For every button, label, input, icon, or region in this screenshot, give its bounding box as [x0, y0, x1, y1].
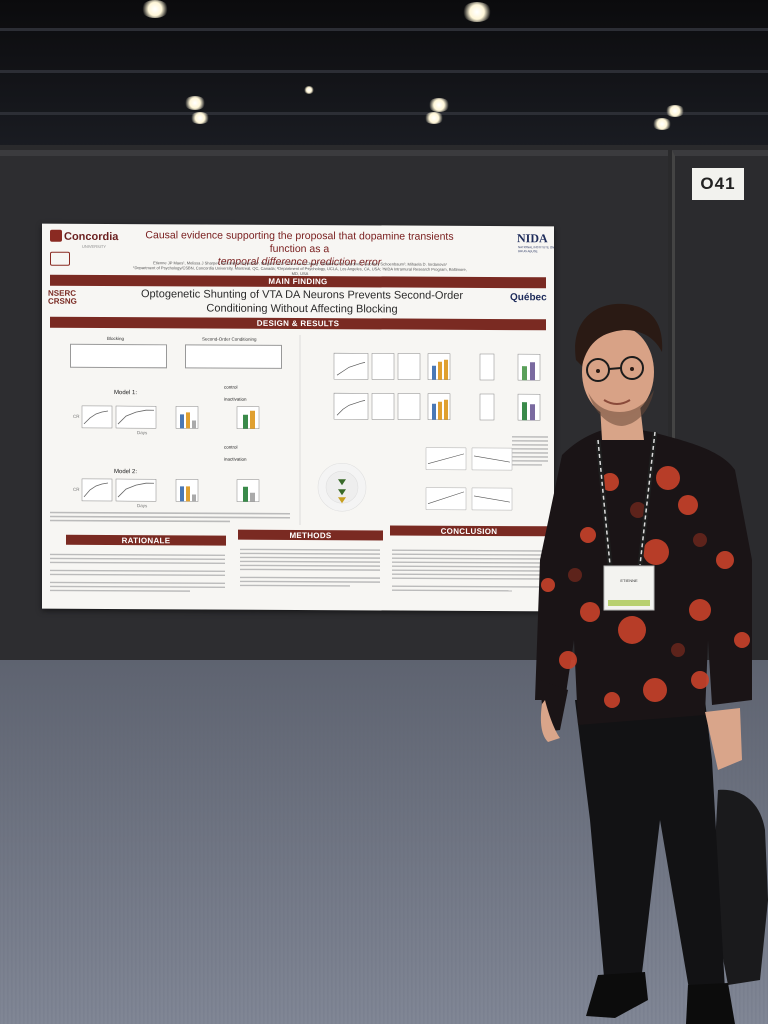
model2-learning-plot — [81, 478, 157, 502]
ceiling — [0, 0, 768, 150]
model2-bar-plot — [175, 479, 260, 503]
ceiling-light — [184, 96, 206, 110]
badge-name: ETIENNE — [620, 578, 638, 583]
results-plots-right — [317, 352, 541, 512]
research-poster: Concordia UNIVERSITY Causal evidence sup… — [42, 223, 554, 612]
right-hand — [705, 708, 742, 770]
ceiling-light — [141, 0, 169, 18]
booth-number-sign: O41 — [692, 168, 744, 200]
badge-stripe — [608, 600, 650, 606]
ceiling-light — [428, 98, 450, 112]
ceiling-light — [665, 105, 685, 117]
left-eye — [596, 369, 600, 373]
left-hand — [540, 700, 560, 742]
ceiling-light — [462, 2, 492, 22]
face — [582, 326, 654, 418]
glasses-left-lens — [586, 358, 610, 382]
trousers — [575, 700, 725, 995]
right-shoe — [686, 983, 735, 1024]
poster-figures — [50, 335, 548, 592]
model1-bar-plot — [175, 406, 260, 430]
left-shoe — [586, 972, 648, 1018]
shirt-flower-pattern — [541, 466, 750, 708]
shirt-flower-shadow — [568, 502, 707, 657]
ceiling-truss — [0, 28, 768, 31]
model1-learning-plot — [81, 405, 157, 429]
ceiling-light — [652, 118, 672, 130]
ceiling-light — [190, 112, 210, 124]
beard — [588, 390, 654, 426]
glasses-bridge — [608, 367, 622, 370]
smile — [603, 399, 631, 405]
lanyard-stitch — [597, 431, 656, 566]
poster-text-lines — [50, 436, 548, 592]
backpack — [712, 789, 768, 985]
ceiling-truss — [0, 70, 768, 73]
ceiling-light — [304, 86, 314, 94]
ceiling-light — [424, 112, 444, 124]
hair — [575, 303, 663, 366]
ceiling-truss — [0, 112, 768, 115]
right-eye — [630, 367, 634, 371]
